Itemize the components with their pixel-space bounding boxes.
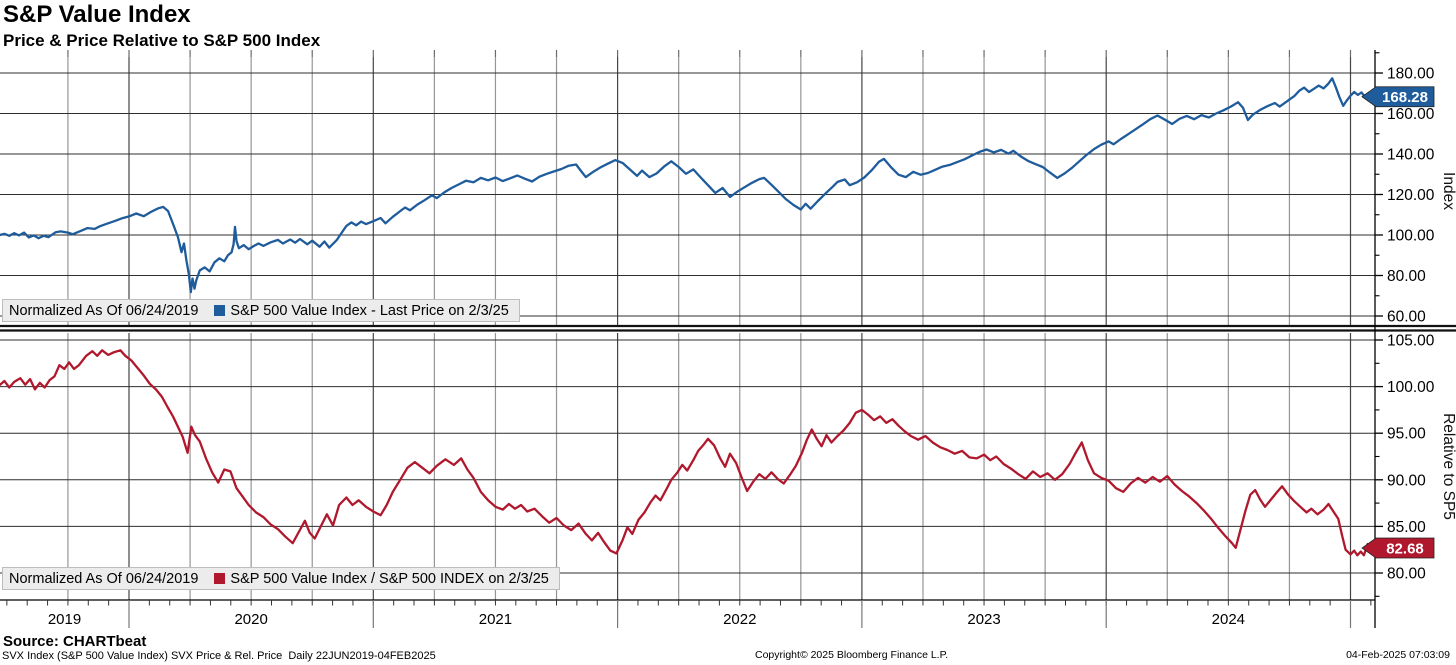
source-label: Source: CHARTbeat <box>3 633 147 650</box>
y-tick-label: 105.00 <box>1387 333 1435 350</box>
timestamp-label: 04-Feb-2025 07:03:09 <box>1346 649 1450 661</box>
y-tick-label: 80.00 <box>1387 566 1426 583</box>
normalized-note: Normalized As Of 06/24/2019 <box>9 570 199 587</box>
year-label: 2019 <box>48 611 81 628</box>
price-last-price-badge <box>1361 86 1435 108</box>
page-title: S&P Value Index <box>3 1 191 28</box>
y-axis-title: Index <box>1440 172 1456 210</box>
bottom-series-label: S&P 500 Value Index / S&P 500 INDEX on 2… <box>230 570 549 587</box>
page-subtitle: Price & Price Relative to S&P 500 Index <box>3 31 321 50</box>
y-tick-label: 95.00 <box>1387 426 1426 443</box>
blue-series-swatch-icon <box>214 305 226 316</box>
y-tick-label: 120.00 <box>1387 187 1435 204</box>
y-tick-label: 85.00 <box>1387 519 1426 536</box>
chart-description: SVX Index (S&P 500 Value Index) SVX Pric… <box>2 650 436 662</box>
y-tick-label: 100.00 <box>1387 228 1435 245</box>
y-tick-label: 60.00 <box>1387 309 1426 326</box>
relative-last-price-badge <box>1361 537 1435 559</box>
last-price-value: 82.68 <box>1386 541 1424 558</box>
year-label: 2021 <box>479 611 512 628</box>
y-tick-label: 90.00 <box>1387 472 1426 489</box>
price-line <box>0 77 1375 294</box>
last-price-value: 168.28 <box>1382 89 1428 106</box>
y-tick-label: 180.00 <box>1387 66 1435 83</box>
y-tick-label: 100.00 <box>1387 379 1435 396</box>
year-label: 2024 <box>1212 611 1245 628</box>
red-series-swatch-icon <box>214 573 226 584</box>
y-axis-title: Relative to SP5 <box>1440 413 1456 520</box>
year-label: 2022 <box>723 611 756 628</box>
bottom-panel-legend: Normalized As Of 06/24/2019 S&P 500 Valu… <box>2 567 560 590</box>
top-panel-legend: Normalized As Of 06/24/2019 S&P 500 Valu… <box>2 299 520 322</box>
y-tick-label: 140.00 <box>1387 147 1435 164</box>
year-label: 2020 <box>234 611 267 628</box>
y-tick-label: 160.00 <box>1387 106 1435 123</box>
normalized-note: Normalized As Of 06/24/2019 <box>9 302 199 319</box>
year-label: 2023 <box>967 611 1000 628</box>
y-tick-label: 80.00 <box>1387 268 1426 285</box>
top-series-label: S&P 500 Value Index - Last Price on 2/3/… <box>230 302 509 319</box>
copyright-label: Copyright© 2025 Bloomberg Finance L.P. <box>755 649 949 661</box>
relative-line <box>0 349 1375 557</box>
